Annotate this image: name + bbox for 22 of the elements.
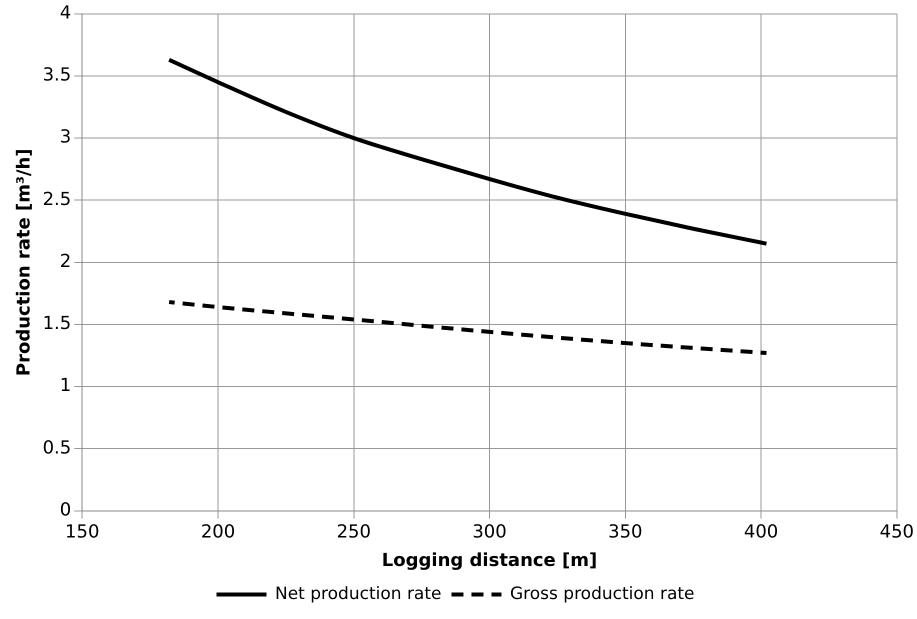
- line-series: [167, 58, 768, 246]
- y-tick-label: 1.5: [42, 313, 72, 334]
- y-tick-label: 2.5: [42, 188, 72, 210]
- y-axis-title: Production rate [m³/h]: [13, 148, 34, 376]
- line-series: [167, 300, 768, 356]
- x-tick-label: 450: [880, 521, 914, 542]
- x-tick-label: 300: [472, 521, 507, 542]
- x-tick-label: 400: [744, 521, 778, 542]
- y-tick-label: 4: [60, 2, 72, 24]
- y-tick-label: 3: [60, 126, 72, 148]
- x-tick-label: 200: [200, 521, 236, 542]
- x-tick-label: 350: [608, 521, 642, 542]
- legend-label: Net production rate: [275, 584, 442, 604]
- legend-label: Gross production rate: [510, 584, 694, 604]
- y-tick-label: 1: [60, 375, 72, 396]
- x-tick-label: 150: [65, 521, 100, 542]
- y-tick-label: 0: [60, 499, 72, 520]
- x-tick-label: 250: [336, 521, 371, 542]
- x-axis-title: Logging distance [m]: [382, 550, 598, 571]
- y-tick-label: 2: [60, 250, 72, 272]
- y-tick-label: 3.5: [42, 64, 72, 86]
- y-tick-label: 0.5: [42, 437, 72, 458]
